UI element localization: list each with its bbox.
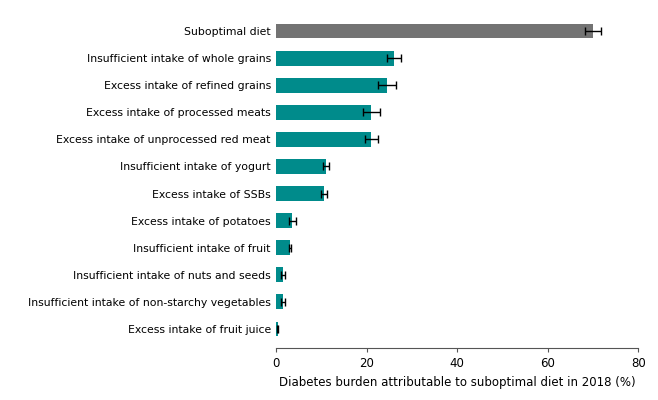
Bar bbox=[276, 132, 371, 147]
Bar bbox=[276, 213, 292, 228]
X-axis label: Diabetes burden attributable to suboptimal diet in 2018 (%): Diabetes burden attributable to suboptim… bbox=[279, 376, 636, 388]
Bar bbox=[276, 159, 326, 174]
Bar bbox=[276, 322, 278, 336]
Bar bbox=[276, 267, 283, 282]
Bar bbox=[276, 51, 394, 66]
Bar bbox=[276, 24, 593, 38]
Bar bbox=[276, 78, 387, 93]
Bar bbox=[276, 240, 290, 255]
Bar bbox=[276, 294, 283, 309]
Bar bbox=[276, 105, 371, 120]
Bar bbox=[276, 186, 324, 201]
